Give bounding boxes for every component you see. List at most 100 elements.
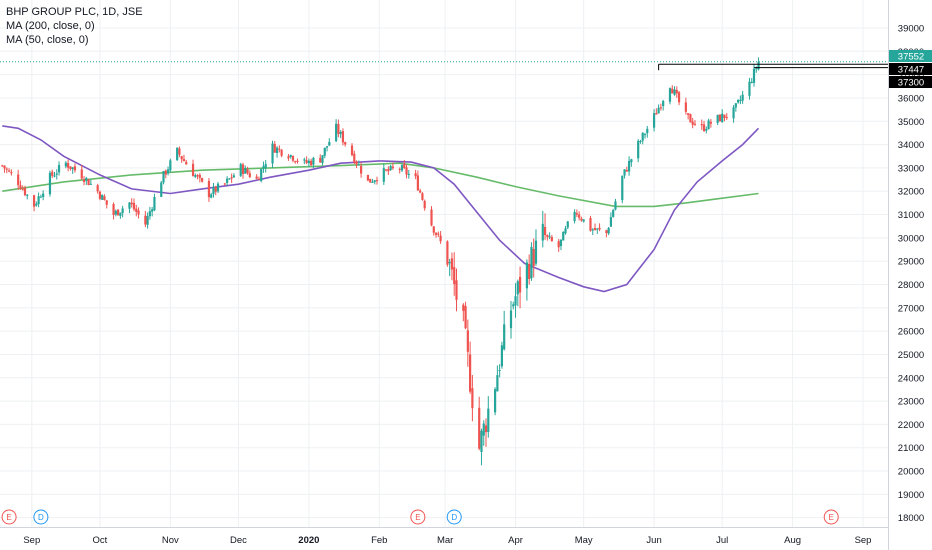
candle-body — [391, 166, 395, 169]
x-tick-label: Nov — [162, 535, 179, 546]
candle-body — [687, 113, 690, 115]
earnings-letter: E — [415, 513, 420, 522]
candle-body — [191, 163, 195, 177]
candle-body — [373, 180, 376, 182]
candle-body — [612, 210, 615, 217]
candle-body — [280, 149, 283, 156]
candle-body — [575, 213, 578, 215]
candle-body — [384, 169, 388, 171]
candle-body — [739, 99, 742, 101]
y-tick-label: 39000 — [898, 23, 924, 34]
candle-body — [541, 223, 544, 241]
candle-body — [525, 262, 528, 289]
candle-body — [164, 170, 167, 175]
candle-body — [659, 107, 662, 109]
candle-body — [353, 153, 356, 163]
candle-body — [625, 170, 628, 172]
candle-body — [630, 159, 633, 163]
y-tick-label: 25000 — [898, 350, 924, 361]
candle-body — [414, 173, 417, 177]
candle-body — [755, 68, 758, 70]
candle-body — [305, 160, 308, 163]
x-tick-label: Feb — [371, 535, 387, 546]
candle-body — [128, 202, 131, 209]
candle-body — [548, 236, 551, 238]
candle-body — [241, 164, 245, 174]
candle-body — [596, 228, 599, 230]
candle-body — [430, 209, 433, 226]
candle-body — [55, 173, 58, 175]
earnings-letter: E — [829, 513, 834, 522]
candle-body — [725, 117, 728, 119]
candle-body — [319, 157, 322, 163]
y-tick-label: 33000 — [898, 163, 924, 174]
y-tick-label: 21000 — [898, 443, 924, 454]
y-tick-label: 18000 — [898, 513, 924, 524]
y-tick-label: 36000 — [898, 93, 924, 104]
candle-body — [512, 304, 515, 307]
candle-body — [559, 239, 563, 247]
candle-body — [752, 68, 756, 83]
candle-body — [176, 147, 179, 161]
candle-body — [214, 186, 217, 192]
x-tick-label: Apr — [508, 535, 523, 546]
candle-body — [144, 215, 147, 225]
candle-body — [614, 201, 617, 210]
x-tick-label: Aug — [784, 535, 801, 546]
candle-body — [87, 179, 90, 186]
candle-body — [132, 202, 136, 210]
candle-body — [73, 166, 77, 171]
candle-body — [721, 113, 724, 123]
candle-body — [137, 210, 140, 215]
candle-body — [244, 168, 247, 174]
candle-body — [105, 200, 108, 205]
candle-body — [7, 170, 11, 172]
candle-body — [471, 388, 474, 409]
candle-body — [5, 168, 8, 170]
candle-body — [287, 156, 290, 159]
candle-body — [453, 267, 456, 285]
candle-body — [21, 188, 24, 190]
candle-body — [162, 171, 165, 183]
candle-body — [48, 172, 52, 195]
candle-body — [627, 160, 631, 172]
x-tick-label: Sep — [23, 535, 40, 546]
candle-body — [89, 183, 92, 185]
candle-body — [534, 240, 538, 264]
y-tick-label: 31000 — [898, 210, 924, 221]
ma200-path — [2, 162, 759, 208]
candle-body — [37, 196, 40, 205]
y-tick-label: 27000 — [898, 303, 924, 314]
candle-body — [246, 169, 249, 174]
candle-body — [226, 178, 229, 183]
candle-body — [573, 211, 576, 222]
candle-body — [310, 160, 313, 166]
candle-body — [337, 124, 340, 134]
y-tick-label: 20000 — [898, 467, 924, 478]
x-tick-label: Jul — [716, 535, 728, 546]
candle-body — [51, 171, 54, 176]
candle-body — [375, 180, 379, 182]
dividend-marker — [33, 509, 49, 525]
candle-body — [85, 177, 88, 181]
candle-body — [671, 88, 674, 94]
candle-body — [26, 194, 29, 196]
candle-body — [64, 162, 67, 167]
candle-body — [591, 229, 594, 231]
x-tick-label: Sep — [855, 535, 872, 546]
candle-body — [82, 179, 86, 182]
candle-body — [146, 216, 149, 225]
candle-body — [732, 107, 735, 119]
y-tick-label: 23000 — [898, 397, 924, 408]
candle-body — [702, 124, 706, 131]
candle-body — [169, 160, 172, 171]
candle-body — [557, 241, 560, 248]
candle-body — [371, 181, 374, 183]
candle-body — [478, 407, 481, 449]
candle-body — [196, 175, 199, 177]
candle-body — [355, 161, 358, 165]
candle-body — [96, 185, 99, 192]
candle-body — [17, 174, 20, 186]
